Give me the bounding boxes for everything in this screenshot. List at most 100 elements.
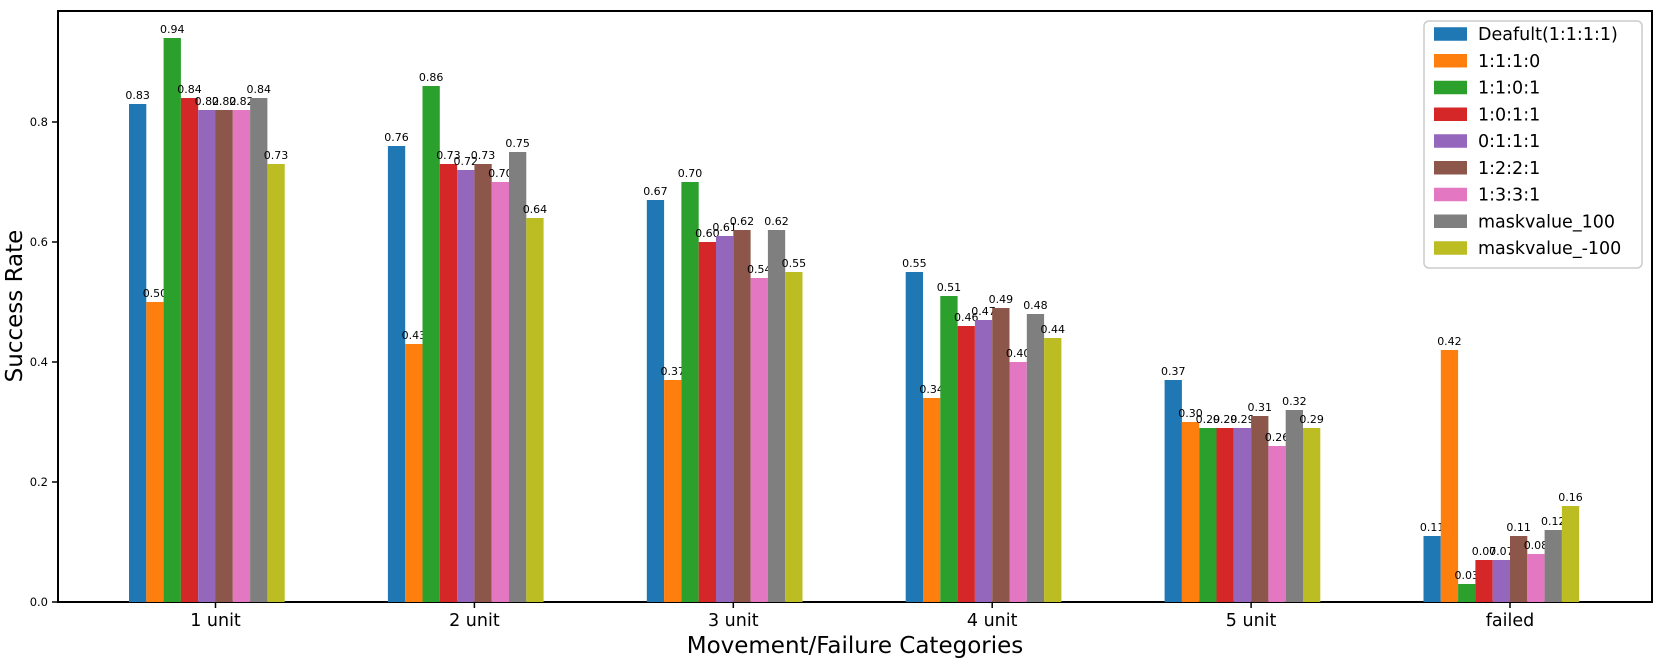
bar-value-label: 0.83 <box>125 89 150 102</box>
bar-1:3:3:1-4 unit <box>1009 362 1027 602</box>
legend-swatch-1:1:1:0 <box>1434 54 1467 68</box>
bar-value-label: 0.64 <box>523 203 548 216</box>
bar-maskvalue_-100-5 unit <box>1303 428 1321 602</box>
bar-1:1:1:0-4 unit <box>923 398 941 602</box>
legend-label: 1:0:1:1 <box>1478 105 1540 125</box>
legend-label: 1:1:1:0 <box>1478 52 1540 72</box>
bar-value-label: 0.86 <box>419 71 444 84</box>
bar-1:1:0:1-2 unit <box>422 86 440 602</box>
bar-maskvalue_-100-failed <box>1561 506 1580 602</box>
bar-0:1:1:1-3 unit <box>716 236 734 602</box>
bar-1:0:1:1-2 unit <box>439 164 458 602</box>
legend-swatch-1:3:3:1 <box>1434 187 1467 202</box>
bar-value-label: 0.46 <box>954 311 979 324</box>
bar-1:1:1:0-1 unit <box>146 302 164 602</box>
bar-value-label: 0.60 <box>695 227 720 240</box>
bar-1:2:2:1-failed <box>1510 536 1528 602</box>
bar-maskvalue_100-4 unit <box>1026 314 1045 602</box>
bar-value-label: 0.84 <box>247 83 272 96</box>
legend-swatch-0:1:1:1 <box>1434 134 1467 148</box>
bar-maskvalue_100-1 unit <box>250 98 268 602</box>
bar-Deafult(1:1:1:1)-4 unit <box>905 272 923 602</box>
bar-1:3:3:1-1 unit <box>232 110 251 602</box>
bar-1:0:1:1-failed <box>1475 560 1493 602</box>
bar-value-label: 0.67 <box>643 185 668 198</box>
bar-1:3:3:1-2 unit <box>491 182 509 602</box>
legend-swatch-1:2:2:1 <box>1434 161 1467 175</box>
bar-Deafult(1:1:1:1)-2 unit <box>387 146 406 602</box>
bar-1:2:2:1-1 unit <box>215 110 233 602</box>
bar-1:0:1:1-4 unit <box>957 326 975 602</box>
x-tick-label: 2 unit <box>449 611 500 631</box>
y-axis-label: Success Rate <box>2 230 28 383</box>
bar-value-label: 0.62 <box>764 215 789 228</box>
bar-value-label: 0.72 <box>454 155 479 168</box>
bar-value-label: 0.16 <box>1558 491 1583 504</box>
y-tick-label: 0.2 <box>30 475 48 489</box>
bar-0:1:1:1-failed <box>1492 560 1510 602</box>
bar-value-label: 0.48 <box>1023 299 1048 312</box>
bar-maskvalue_-100-4 unit <box>1044 338 1062 602</box>
bar-1:2:2:1-2 unit <box>474 164 492 602</box>
bar-value-label: 0.61 <box>712 221 737 234</box>
bar-maskvalue_-100-1 unit <box>267 164 285 602</box>
bar-value-label: 0.31 <box>1248 401 1273 414</box>
bar-1:1:0:1-failed <box>1458 584 1476 602</box>
x-tick-label: 1 unit <box>190 611 241 631</box>
bar-1:1:0:1-3 unit <box>681 182 699 602</box>
bar-value-label: 0.70 <box>488 167 513 180</box>
bar-value-label: 0.73 <box>264 149 289 162</box>
bar-1:3:3:1-5 unit <box>1268 446 1286 602</box>
y-tick-label: 0.6 <box>30 235 48 249</box>
bar-value-label: 0.47 <box>971 305 996 318</box>
legend-label: 0:1:1:1 <box>1478 132 1540 152</box>
bar-Deafult(1:1:1:1)-failed <box>1423 536 1441 602</box>
x-tick-label: failed <box>1486 611 1534 631</box>
bar-maskvalue_100-2 unit <box>509 152 527 602</box>
bar-1:2:2:1-3 unit <box>733 230 751 602</box>
legend-label: 1:2:2:1 <box>1478 159 1540 179</box>
bar-0:1:1:1-1 unit <box>198 110 216 602</box>
bar-value-label: 0.82 <box>195 95 220 108</box>
x-tick-label: 4 unit <box>967 611 1018 631</box>
bar-value-label: 0.37 <box>1161 365 1186 378</box>
bar-1:1:1:0-5 unit <box>1181 422 1200 602</box>
bar-Deafult(1:1:1:1)-3 unit <box>646 200 665 602</box>
bar-value-label: 0.55 <box>902 257 927 270</box>
bar-Deafult(1:1:1:1)-5 unit <box>1164 380 1182 602</box>
bar-maskvalue_100-failed <box>1544 530 1562 602</box>
bar-1:3:3:1-3 unit <box>750 278 768 602</box>
bar-value-label: 0.29 <box>1230 413 1255 426</box>
x-axis-label: Movement/Failure Categories <box>687 633 1024 659</box>
bar-value-label: 0.34 <box>919 383 944 396</box>
legend-label: Deafult(1:1:1:1) <box>1478 25 1618 45</box>
bar-value-label: 0.84 <box>177 83 202 96</box>
bar-value-label: 0.55 <box>782 257 807 270</box>
bar-value-label: 0.42 <box>1437 335 1462 348</box>
bar-Deafult(1:1:1:1)-1 unit <box>129 104 147 602</box>
legend-label: 1:1:0:1 <box>1478 79 1540 99</box>
legend-swatch-maskvalue_100 <box>1434 214 1467 228</box>
bar-value-label: 0.29 <box>1299 413 1324 426</box>
bar-1:1:1:0-3 unit <box>664 380 682 602</box>
bar-1:2:2:1-5 unit <box>1251 416 1269 602</box>
bar-1:2:2:1-4 unit <box>992 308 1010 602</box>
bar-1:1:0:1-4 unit <box>940 296 958 602</box>
bar-value-label: 0.76 <box>384 131 409 144</box>
bar-value-label: 0.70 <box>678 167 703 180</box>
bar-1:1:0:1-5 unit <box>1199 428 1217 602</box>
bar-value-label: 0.26 <box>1265 431 1290 444</box>
legend-label: maskvalue_-100 <box>1478 239 1621 259</box>
bar-value-label: 0.73 <box>436 149 461 162</box>
legend-swatch-1:0:1:1 <box>1434 107 1467 121</box>
bar-1:1:1:0-2 unit <box>405 344 423 602</box>
bar-value-label: 0.44 <box>1041 323 1066 336</box>
bar-1:1:1:0-failed <box>1440 350 1459 602</box>
bar-maskvalue_-100-3 unit <box>785 272 803 602</box>
bar-value-label: 0.94 <box>160 23 185 36</box>
bar-value-label: 0.54 <box>747 263 772 276</box>
bar-value-label: 0.07 <box>1472 545 1497 558</box>
bar-1:3:3:1-failed <box>1527 554 1545 602</box>
plot-area <box>57 10 1653 603</box>
